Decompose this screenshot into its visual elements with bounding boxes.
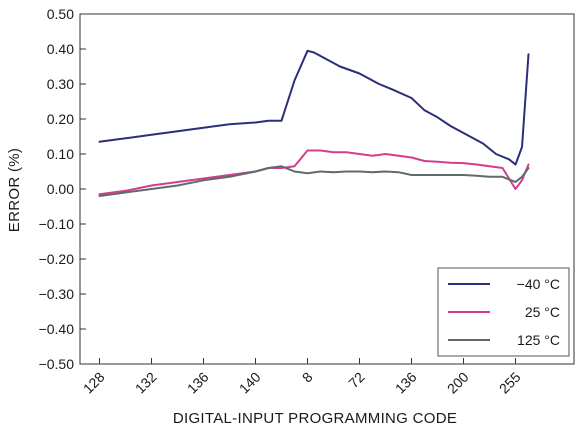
y-axis: 0.50 0.40 0.30 0.20 0.10 0.00 −0.10 −0.20 −0.30 −… xyxy=(39,6,86,372)
x-tick-label: 136 xyxy=(392,369,420,397)
y-tick-label: 0.20 xyxy=(47,111,74,127)
y-tick-label: 0.30 xyxy=(47,76,74,92)
series-lines xyxy=(98,49,530,197)
y-tick-label: 0.10 xyxy=(47,146,74,162)
y-axis-title: ERROR (%) xyxy=(6,148,23,232)
x-tick-label: 128 xyxy=(80,369,108,397)
y-tick-label: 0.40 xyxy=(47,41,74,57)
series-line-0 xyxy=(98,49,530,166)
legend-label-0: −40 °C xyxy=(517,276,560,292)
y-tick-label: −0.40 xyxy=(39,321,75,337)
legend: −40 °C 25 °C 125 °C xyxy=(437,267,570,357)
x-tick-label: 8 xyxy=(299,369,316,386)
series-line-1 xyxy=(98,149,530,196)
x-tick-label: 200 xyxy=(444,369,472,397)
y-tick-label: −0.10 xyxy=(39,216,75,232)
x-tick-label: 140 xyxy=(236,369,264,397)
y-tick-label: −0.50 xyxy=(39,356,75,372)
y-tick-label: 0.50 xyxy=(47,6,74,22)
x-axis-title: DIGITAL-INPUT PROGRAMMING CODE xyxy=(173,410,457,427)
x-tick-label: 132 xyxy=(132,369,160,397)
x-tick-label: 72 xyxy=(345,369,367,391)
series-line-2 xyxy=(98,165,530,197)
x-tick-label: 255 xyxy=(496,369,524,397)
y-tick-label: −0.20 xyxy=(39,251,75,267)
y-tick-label: −0.30 xyxy=(39,286,75,302)
y-tick-label: 0.00 xyxy=(47,181,74,197)
legend-label-2: 125 °C xyxy=(517,332,560,348)
x-tick-label: 136 xyxy=(184,369,212,397)
legend-label-1: 25 °C xyxy=(525,304,560,320)
